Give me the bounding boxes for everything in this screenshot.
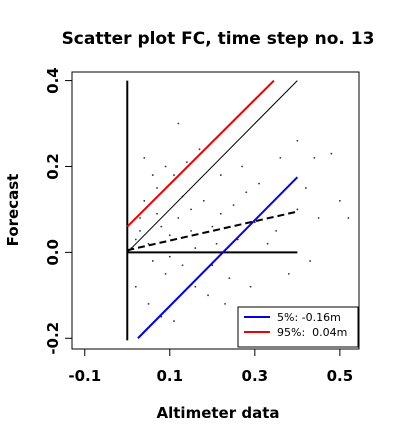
x-tick-label: 0.1: [157, 367, 184, 385]
y-axis: -0.2 0.0 0.2 0.4: [44, 67, 72, 355]
series-line: [126, 79, 275, 228]
data-point: [194, 285, 197, 288]
data-point: [168, 255, 171, 258]
data-point: [275, 229, 277, 232]
data-point: [249, 285, 252, 288]
data-point: [156, 187, 158, 189]
data-point: [190, 229, 192, 232]
y-tick-label: 0.2: [44, 153, 62, 180]
data-point: [317, 217, 320, 219]
data-point: [338, 199, 341, 202]
legend-entry: 5%: -0.16m: [277, 311, 341, 324]
series-line: [126, 80, 298, 253]
chart-title: Scatter plot FC, time step no. 13: [62, 29, 375, 49]
scatter-points: [130, 122, 350, 322]
legend: 5%: -0.16m 95%: 0.04m: [237, 306, 359, 348]
x-axis: -0.1 0.1 0.3 0.5: [68, 349, 353, 385]
data-point: [181, 264, 184, 267]
data-point: [160, 225, 163, 228]
data-point: [164, 165, 167, 168]
x-tick-label: -0.1: [68, 367, 101, 385]
legend-box: [237, 306, 359, 348]
data-point: [190, 208, 192, 211]
data-point: [347, 217, 350, 219]
data-point: [287, 272, 290, 275]
data-point: [173, 320, 175, 322]
data-point: [143, 156, 146, 159]
data-point: [202, 199, 205, 202]
data-point: [173, 174, 175, 176]
data-point: [156, 212, 158, 215]
legend-entry: 95%: 0.04m: [277, 326, 347, 339]
data-point: [296, 139, 299, 142]
data-point: [219, 174, 222, 176]
data-point: [245, 191, 248, 194]
series-line: [127, 210, 298, 252]
data-point: [330, 152, 333, 155]
y-tick-label: 0.4: [44, 67, 62, 94]
data-point: [304, 187, 307, 189]
data-point: [147, 242, 150, 245]
data-point: [207, 294, 209, 297]
data-point: [139, 229, 141, 232]
data-point: [313, 156, 316, 159]
data-point: [258, 182, 260, 185]
data-point: [219, 212, 222, 215]
data-point: [232, 204, 235, 207]
series-line: [137, 176, 299, 339]
data-point: [215, 242, 218, 245]
data-point: [151, 260, 154, 262]
data-point: [168, 234, 171, 237]
data-point: [177, 122, 180, 125]
plot-frame: [71, 71, 360, 350]
data-point: [139, 217, 141, 219]
data-point: [134, 238, 137, 241]
data-point: [151, 174, 154, 176]
data-point: [164, 272, 167, 275]
data-point: [241, 165, 243, 168]
y-tick-label: -0.2: [44, 322, 62, 355]
data-point: [177, 217, 180, 219]
data-point: [198, 148, 201, 151]
x-tick-label: 0.3: [242, 367, 269, 385]
data-point: [194, 247, 197, 249]
y-axis-label: Forecast: [4, 174, 22, 247]
data-point: [147, 303, 150, 305]
data-point: [309, 260, 312, 262]
data-point: [143, 199, 146, 202]
data-point: [134, 285, 137, 288]
y-tick-label: 0.0: [44, 239, 62, 266]
data-point: [224, 303, 226, 305]
data-point: [279, 156, 282, 159]
data-point: [266, 242, 269, 245]
data-point: [296, 208, 299, 211]
data-point: [211, 225, 214, 228]
reference-lines: [126, 79, 299, 341]
data-point: [185, 161, 188, 164]
data-point: [228, 277, 231, 280]
x-tick-label: 0.5: [327, 367, 354, 385]
x-axis-label: Altimeter data: [157, 404, 280, 422]
